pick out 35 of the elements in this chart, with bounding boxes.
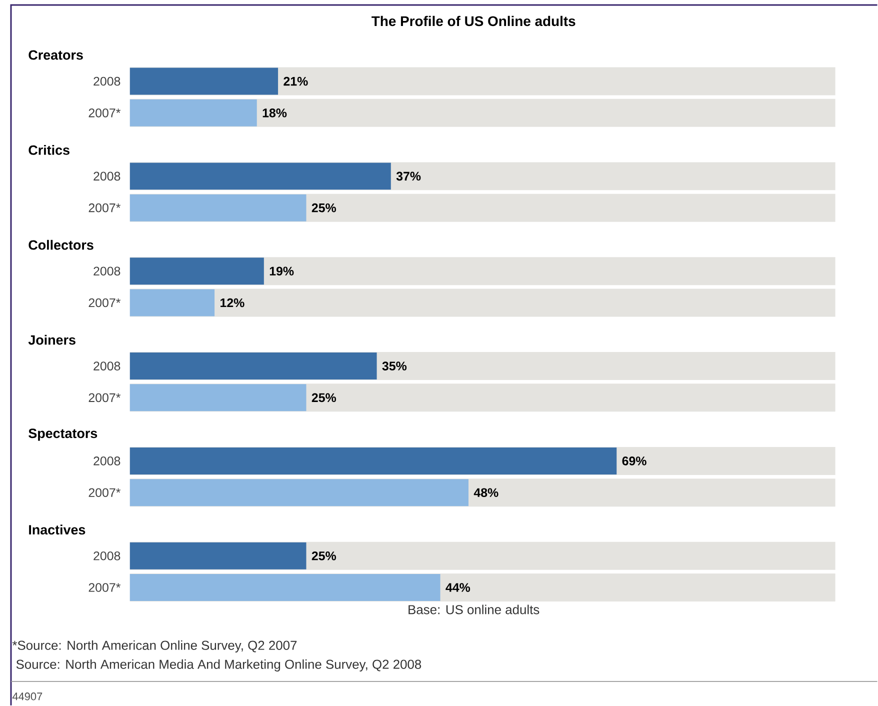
text: 2007* <box>88 298 121 308</box>
data-label: 21% <box>284 76 308 86</box>
data-label: 12% <box>220 298 244 308</box>
data-label: 44% <box>446 583 470 592</box>
text: 2007* <box>88 488 121 497</box>
text: 2008 <box>94 456 120 466</box>
text: 2008 <box>94 362 120 370</box>
text: 2007* <box>88 203 121 212</box>
data-label: 69% <box>622 456 646 466</box>
data-label: 25% <box>312 551 336 560</box>
text: 2007* <box>88 393 121 402</box>
text: *Source: North American Online Survey, Q2 2007 <box>12 640 297 652</box>
y-tick-label: Collectors <box>28 240 94 250</box>
data-label: 25% <box>312 203 336 212</box>
data-label: 18% <box>262 108 287 118</box>
chart-title: The Profile of US Online adults <box>372 16 576 26</box>
series-label: 2007* <box>88 108 121 118</box>
data-label: 35% <box>382 362 407 370</box>
text: Source: North American Media And Marketing Online Survey, Q2 2008 <box>16 659 422 672</box>
text: 2007* <box>88 583 121 592</box>
y-tick-label: Creators <box>28 50 83 60</box>
data-label: 25% <box>312 393 336 402</box>
series-label: 2008 <box>94 76 120 86</box>
data-label: 37% <box>396 172 421 181</box>
data-label: 48% <box>474 488 498 497</box>
y-tick-label: Critics <box>28 144 70 155</box>
y-tick-label: Spectators <box>28 428 98 441</box>
y-tick-label: Inactives <box>29 524 86 534</box>
text: 2008 <box>94 172 120 181</box>
annotation: Base: US online adults <box>408 604 540 614</box>
text: 44907 <box>12 692 42 700</box>
text: 2008 <box>94 551 120 560</box>
data-label: 19% <box>270 266 294 276</box>
y-tick-label: Joiners <box>28 334 76 345</box>
text: 2008 <box>94 266 120 276</box>
